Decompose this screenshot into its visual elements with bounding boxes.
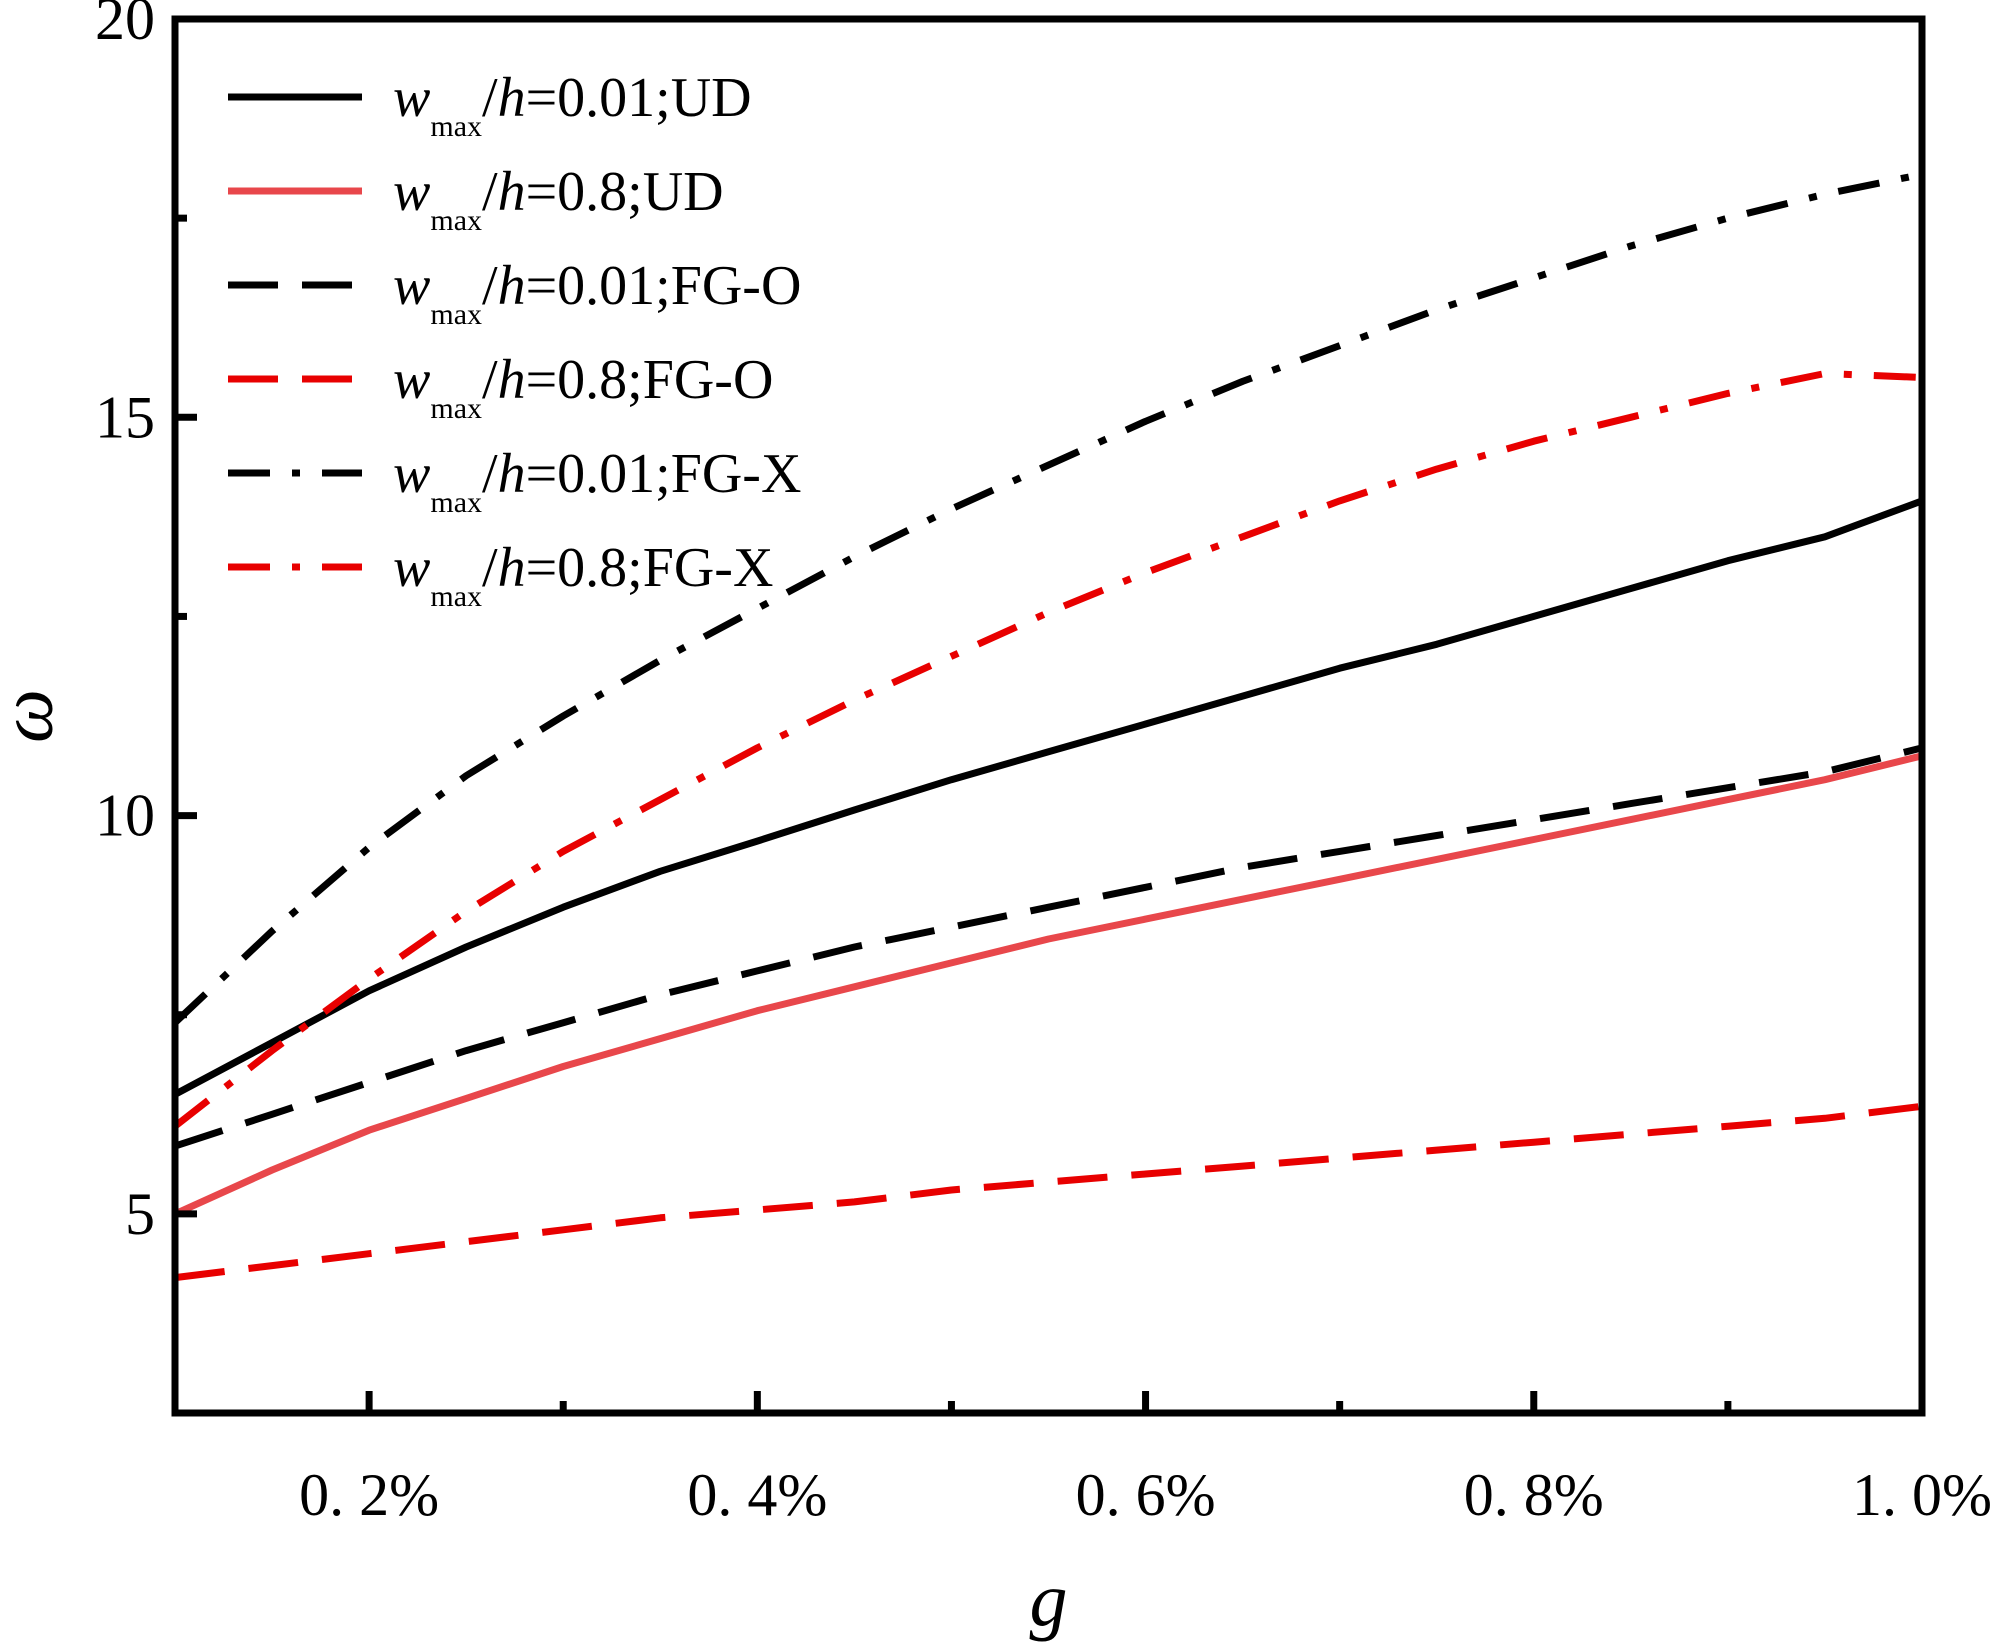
y-tick-label: 20: [95, 0, 155, 52]
legend-label: wmax/h=0.01;UD: [393, 67, 752, 143]
legend-item: wmax/h=0.8;FG-O: [228, 349, 773, 425]
legend-label: wmax/h=0.01;FG-X: [393, 443, 801, 519]
series-line-3: [173, 744, 1923, 1150]
series-line-4: [174, 1102, 1923, 1282]
legend-item: wmax/h=0.01;FG-O: [228, 255, 801, 331]
x-tick-label: 0. 2%: [299, 1462, 439, 1528]
series-line-1: [173, 497, 1924, 1098]
y-tick-label: 10: [95, 783, 155, 849]
series-line-5: [172, 170, 1923, 1026]
series-layer: [172, 170, 1924, 1282]
legend: wmax/h=0.01;UD wmax/h=0.8;UD wmax/h=0.01;F…: [228, 67, 801, 613]
legend-label: wmax/h=0.8;UD: [393, 161, 724, 237]
x-tick-label: 1. 0%: [1852, 1462, 1992, 1528]
y-tick-label: 5: [125, 1181, 155, 1247]
plot-frame: [171, 15, 1926, 1417]
legend-label: wmax/h=0.8;FG-X: [393, 537, 773, 613]
tick-layer: 0. 2% 0. 4% 0. 6% 0. 8% 1. 0% 5 10 15 20: [95, 0, 1992, 1528]
series-line-6: [172, 370, 1923, 1129]
legend-label: wmax/h=0.01;FG-O: [393, 255, 801, 331]
legend-label: wmax/h=0.8;FG-O: [393, 349, 773, 425]
x-tick-label: 0. 8%: [1464, 1462, 1604, 1528]
x-tick-label: 0. 6%: [1076, 1462, 1216, 1528]
x-tick-label: 0. 4%: [687, 1462, 827, 1528]
x-axis-title: g: [1030, 1558, 1068, 1642]
y-axis-title: ω: [0, 689, 69, 743]
series-line-2: [173, 752, 1923, 1218]
y-tick-label: 15: [95, 384, 155, 450]
legend-item: wmax/h=0.01;FG-X: [228, 443, 801, 519]
legend-item: wmax/h=0.01;UD: [228, 67, 752, 143]
legend-item: wmax/h=0.8;FG-X: [228, 537, 773, 613]
legend-item: wmax/h=0.8;UD: [228, 161, 724, 237]
